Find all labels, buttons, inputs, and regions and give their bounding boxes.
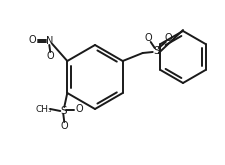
Text: O: O: [46, 51, 54, 61]
Text: O: O: [28, 35, 36, 45]
Text: O: O: [144, 33, 152, 43]
Text: O: O: [60, 121, 68, 131]
Text: O: O: [75, 104, 83, 114]
Text: O: O: [164, 33, 172, 43]
Text: S: S: [153, 46, 159, 56]
Text: S: S: [60, 106, 66, 116]
Text: N: N: [45, 36, 53, 46]
Text: CH₃: CH₃: [36, 104, 52, 114]
